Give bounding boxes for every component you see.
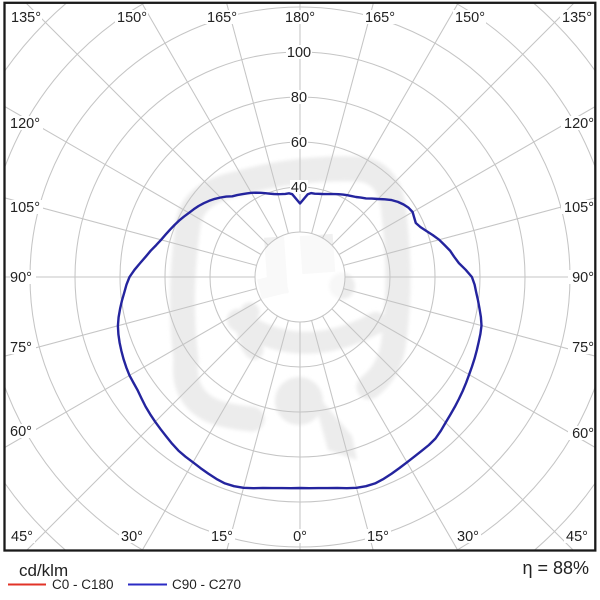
svg-text:165°: 165° (365, 10, 395, 26)
svg-text:75°: 75° (572, 340, 594, 356)
svg-text:120°: 120° (564, 116, 594, 132)
svg-text:75°: 75° (10, 340, 32, 356)
svg-text:45°: 45° (11, 529, 33, 545)
svg-text:60°: 60° (10, 424, 32, 440)
svg-text:60°: 60° (572, 426, 594, 442)
svg-text:30°: 30° (121, 529, 143, 545)
svg-text:150°: 150° (455, 10, 485, 26)
svg-text:15°: 15° (367, 529, 389, 545)
svg-text:105°: 105° (564, 200, 594, 216)
svg-text:90°: 90° (10, 270, 32, 286)
svg-text:C90 - C270: C90 - C270 (172, 577, 241, 592)
svg-text:40: 40 (291, 180, 307, 196)
svg-text:90°: 90° (572, 270, 594, 286)
svg-text:80: 80 (291, 90, 307, 106)
svg-text:15°: 15° (211, 529, 233, 545)
svg-text:135°: 135° (562, 10, 592, 26)
svg-text:135°: 135° (11, 10, 41, 26)
svg-text:45°: 45° (566, 529, 588, 545)
svg-text:165°: 165° (207, 10, 237, 26)
svg-text:120°: 120° (10, 116, 40, 132)
svg-text:η = 88%: η = 88% (522, 558, 589, 578)
svg-text:100: 100 (287, 45, 311, 61)
svg-text:C0 - C180: C0 - C180 (52, 577, 114, 592)
svg-text:60: 60 (291, 135, 307, 151)
svg-text:150°: 150° (117, 10, 147, 26)
svg-text:30°: 30° (457, 529, 479, 545)
svg-text:cd/klm: cd/klm (19, 561, 68, 580)
svg-text:180°: 180° (285, 10, 315, 26)
svg-text:0°: 0° (293, 529, 307, 545)
svg-text:105°: 105° (10, 200, 40, 216)
